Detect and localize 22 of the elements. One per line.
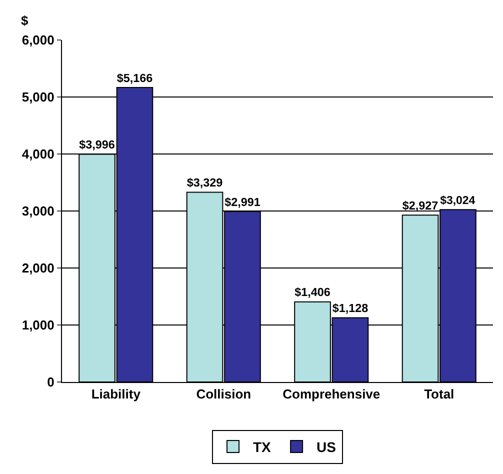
data-label: $1,128 <box>332 302 369 315</box>
data-label: $3,024 <box>440 194 476 207</box>
y-tick-label: 1,000 <box>22 318 54 333</box>
x-tick-label: Liability <box>91 386 142 402</box>
data-label: $3,329 <box>186 176 224 190</box>
x-tick-label: Total <box>424 386 454 402</box>
y-tick-label: 3,000 <box>22 204 54 219</box>
data-label: $5,166 <box>116 72 154 85</box>
legend-label: US <box>316 438 336 455</box>
y-axis-title: $ <box>21 13 29 28</box>
data-label: $2,927 <box>402 199 438 212</box>
legend-label: TX <box>253 438 272 455</box>
y-tick-label: 0 <box>47 374 54 390</box>
x-tick-label: Collision <box>196 386 252 402</box>
data-label: $2,991 <box>224 196 261 209</box>
y-tick-label: 4,000 <box>22 146 54 162</box>
y-tick-label: 5,000 <box>22 90 54 105</box>
data-label: $1,406 <box>294 286 331 300</box>
data-label: $3,996 <box>79 138 116 152</box>
y-tick-label: 2,000 <box>22 260 54 276</box>
x-tick-label: Comprehensive <box>282 386 380 402</box>
y-tick-label: 6,000 <box>22 32 54 48</box>
